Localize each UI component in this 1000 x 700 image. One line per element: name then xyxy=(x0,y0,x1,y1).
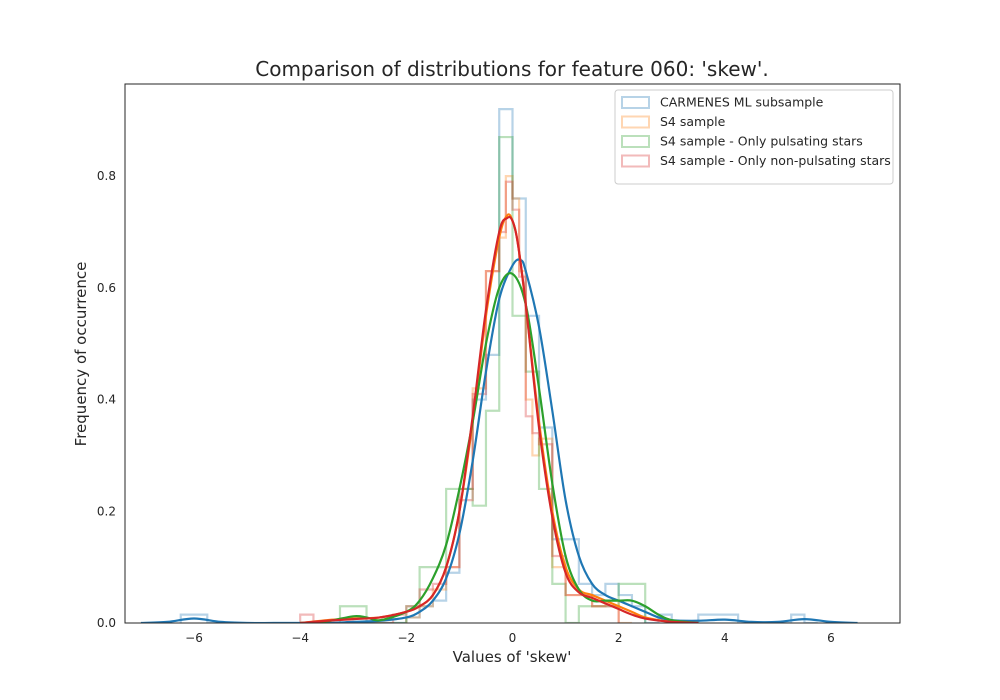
plot-area xyxy=(140,108,858,623)
x-axis-label: Values of 'skew' xyxy=(453,648,572,666)
y-tick-label: 0.6 xyxy=(97,281,116,295)
x-tick-label: 2 xyxy=(615,631,623,645)
plot-frame xyxy=(124,83,901,624)
y-axis-label: Frequency of occurrence xyxy=(72,262,90,447)
legend-swatch-4 xyxy=(621,154,650,168)
legend-label-1: CARMENES ML subsample xyxy=(660,95,824,110)
histogram-series-3 xyxy=(338,135,647,623)
y-tick-label: 0.8 xyxy=(97,169,116,183)
x-tick-label: 6 xyxy=(827,631,835,645)
x-tick-label: 0 xyxy=(509,631,517,645)
legend-swatch-1 xyxy=(621,96,650,109)
kde-curve-series-4 xyxy=(300,215,699,623)
x-tick-label: −6 xyxy=(185,631,203,645)
legend-label-3: S4 sample - Only pulsating stars xyxy=(660,134,863,149)
legend-label-4: S4 sample - Only non-pulsating stars xyxy=(660,153,891,168)
legend-box xyxy=(614,89,894,185)
histogram-series-4 xyxy=(299,180,620,623)
legend-label-2: S4 sample xyxy=(660,114,726,129)
tick-labels: −6 −4 −2 0 2 4 6 0.0 0.2 0.4 0.6 0.8 xyxy=(97,169,835,645)
series-group xyxy=(140,108,858,623)
histogram-series-1 xyxy=(179,108,818,623)
legend: CARMENES ML subsample S4 sample S4 sample … xyxy=(614,89,894,185)
chart-title: Comparison of distributions for feature … xyxy=(255,57,769,81)
y-tick-label: 0.4 xyxy=(97,393,116,407)
y-tick-label: 0.2 xyxy=(97,504,116,518)
x-tick-label: 4 xyxy=(721,631,729,645)
x-tick-label: −2 xyxy=(397,631,415,645)
kde-curve-series-3 xyxy=(300,272,699,623)
legend-swatch-2 xyxy=(621,115,650,129)
y-tick-label: 0.0 xyxy=(97,616,116,630)
x-tick-label: −4 xyxy=(291,631,309,645)
legend-swatch-3 xyxy=(621,135,650,148)
